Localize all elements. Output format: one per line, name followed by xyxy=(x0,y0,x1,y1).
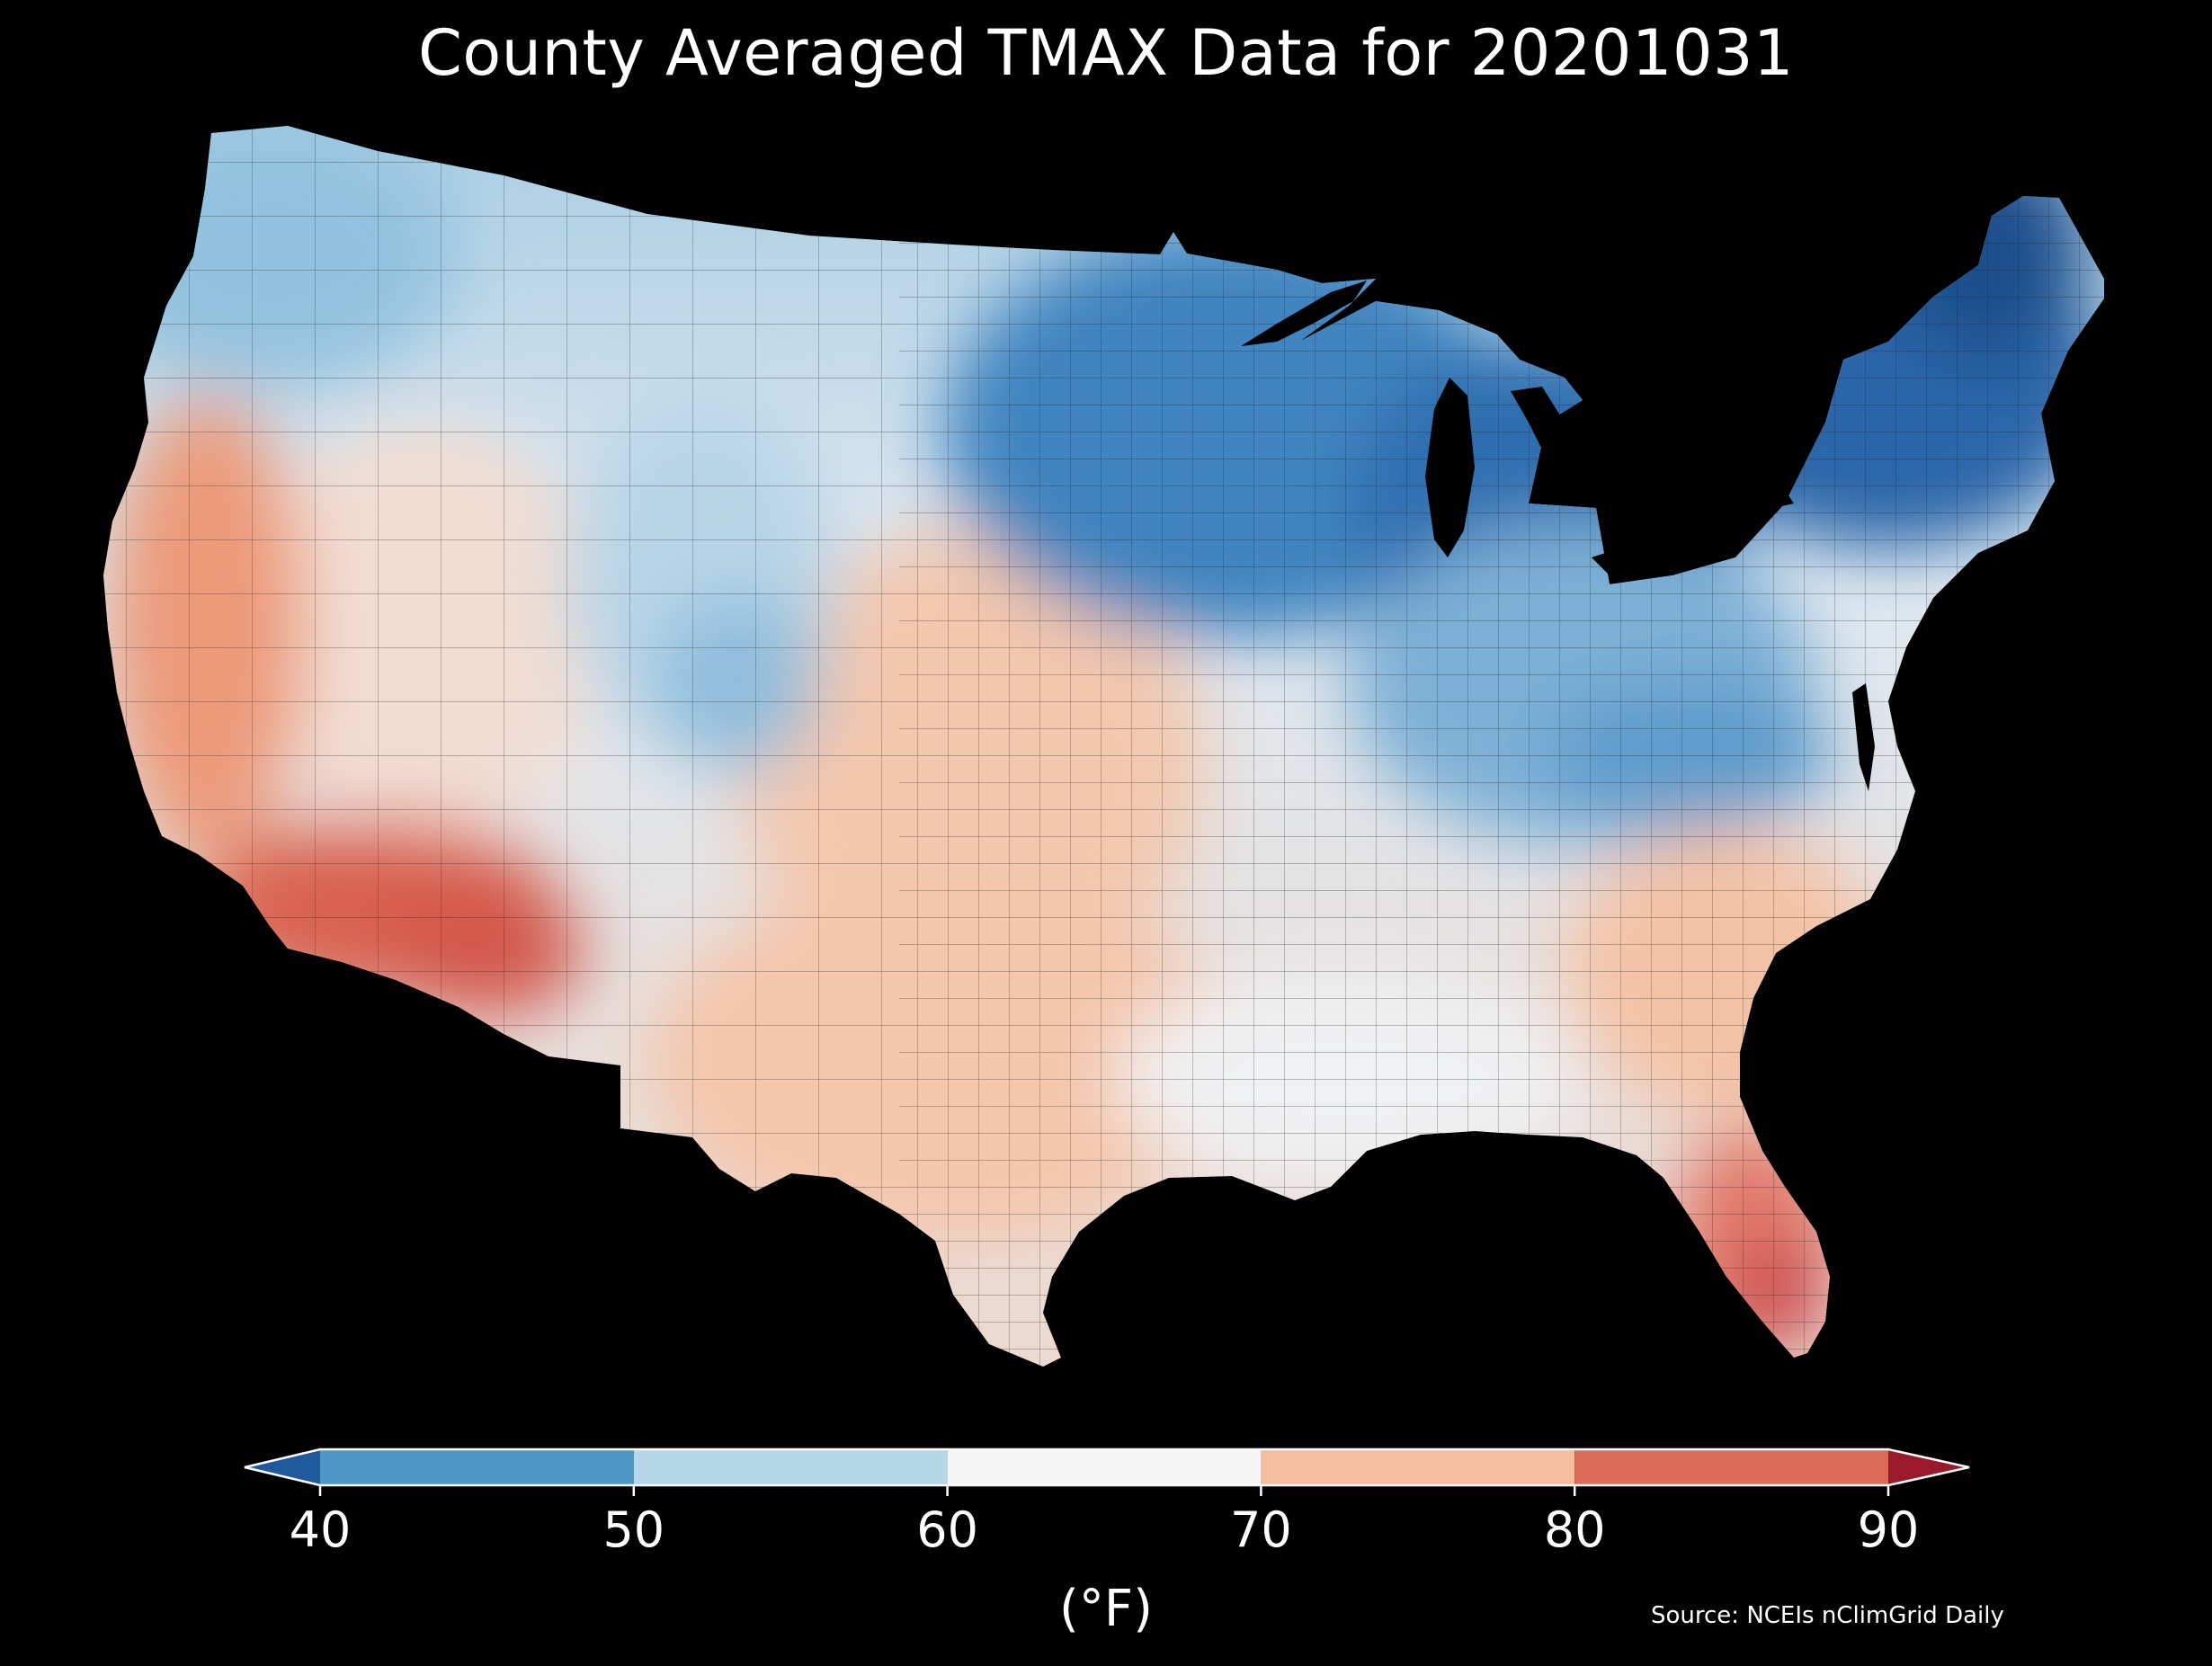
lake-huron xyxy=(1511,387,1578,490)
colorbar: 40 50 60 70 80 90 (°F) xyxy=(244,1448,1970,1638)
lake-erie xyxy=(1592,530,1699,575)
colorbar-tick-label: 60 xyxy=(916,1501,978,1558)
lake-superior xyxy=(1241,281,1367,346)
lake-ontario xyxy=(1735,490,1794,512)
source-note: Source: NCEIs nClimGrid Daily xyxy=(1651,1602,2004,1629)
colorbar-bin-40-50 xyxy=(320,1449,634,1485)
chart-title: County Averaged TMAX Data for 20201031 xyxy=(417,16,1795,90)
colorbar-tick-label: 80 xyxy=(1544,1501,1606,1558)
colorbar-bin-80-90 xyxy=(1574,1449,1888,1485)
colorbar-tick-label: 90 xyxy=(1858,1501,1920,1558)
colorbar-tick-label: 40 xyxy=(290,1501,352,1558)
colorbar-extend-low xyxy=(245,1449,320,1485)
colorbar-tick-label: 70 xyxy=(1230,1501,1292,1558)
colorbar-bin-70-80 xyxy=(1261,1449,1575,1485)
chesapeake-bay xyxy=(1852,683,1875,791)
colorbar-label: (°F) xyxy=(1059,1580,1153,1638)
colorbar-tick-label: 50 xyxy=(602,1501,664,1558)
colorbar-bin-50-60 xyxy=(633,1449,948,1485)
colorbar-extend-high xyxy=(1888,1449,1969,1485)
lake-michigan xyxy=(1425,378,1475,557)
colorbar-bin-60-70 xyxy=(947,1449,1262,1485)
